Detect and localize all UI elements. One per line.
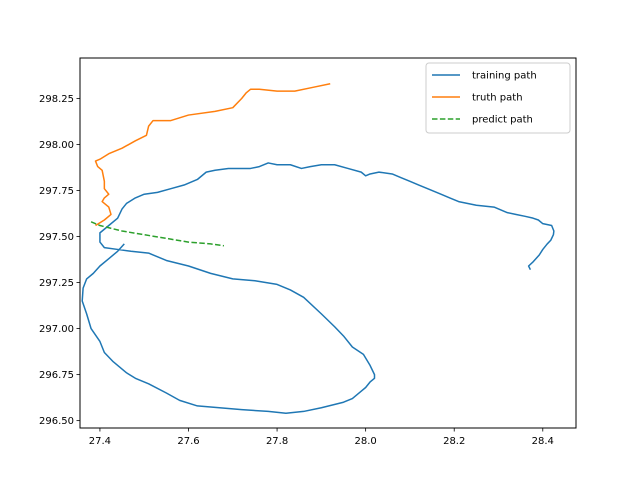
x-tick-label: 28.2 xyxy=(443,436,465,447)
axes-frame xyxy=(79,57,577,429)
legend-label: predict path xyxy=(472,115,533,126)
series-layer xyxy=(81,83,555,415)
x-axis: 27.4 27.6 27.8 28.0 28.2 28.4 xyxy=(89,428,554,447)
y-tick-label: 298.00 xyxy=(39,140,74,151)
y-tick-label: 296.50 xyxy=(39,416,74,427)
x-tick-label: 27.6 xyxy=(177,436,199,447)
y-tick-label: 297.25 xyxy=(39,278,74,289)
y-tick-label: 296.75 xyxy=(39,370,74,381)
series-line-0 xyxy=(81,162,555,415)
legend-label: truth path xyxy=(472,93,523,104)
legend-box xyxy=(425,62,571,134)
series-line-1 xyxy=(94,83,331,227)
x-tick-label: 27.8 xyxy=(266,436,288,447)
x-tick-label: 28.4 xyxy=(532,436,554,447)
x-tick-label: 27.4 xyxy=(89,436,111,447)
x-tick-label: 28.0 xyxy=(355,436,377,447)
legend: training path truth path predict path xyxy=(425,62,571,134)
y-tick-label: 297.00 xyxy=(39,324,74,335)
y-tick-label: 297.75 xyxy=(39,186,74,197)
legend-label: training path xyxy=(472,71,537,82)
y-tick-label: 298.25 xyxy=(39,94,74,105)
series-line-2 xyxy=(90,221,225,247)
y-axis: 296.50 296.75 297.00 297.25 297.50 297.75 298.… xyxy=(39,94,80,427)
y-tick-label: 297.50 xyxy=(39,232,74,243)
